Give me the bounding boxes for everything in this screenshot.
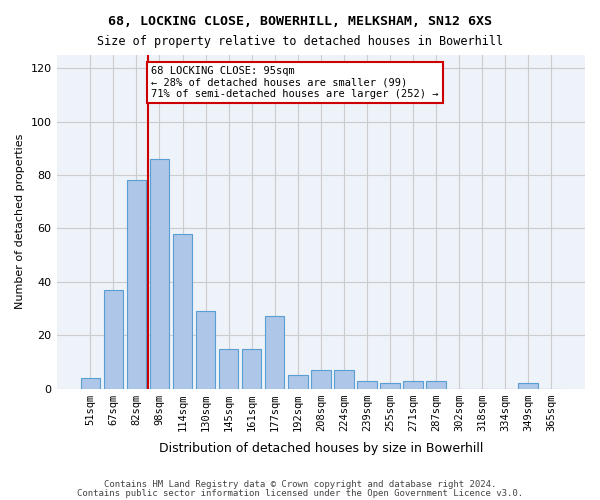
Bar xyxy=(219,348,238,389)
Bar xyxy=(80,378,100,388)
Bar xyxy=(288,375,308,388)
Text: Contains HM Land Registry data © Crown copyright and database right 2024.: Contains HM Land Registry data © Crown c… xyxy=(104,480,496,489)
Bar xyxy=(380,383,400,388)
Bar xyxy=(149,159,169,388)
Bar xyxy=(311,370,331,388)
Bar xyxy=(196,311,215,388)
Text: 68 LOCKING CLOSE: 95sqm
← 28% of detached houses are smaller (99)
71% of semi-de: 68 LOCKING CLOSE: 95sqm ← 28% of detache… xyxy=(151,66,439,99)
Bar xyxy=(518,383,538,388)
Text: Contains public sector information licensed under the Open Government Licence v3: Contains public sector information licen… xyxy=(77,488,523,498)
Text: 68, LOCKING CLOSE, BOWERHILL, MELKSHAM, SN12 6XS: 68, LOCKING CLOSE, BOWERHILL, MELKSHAM, … xyxy=(108,15,492,28)
X-axis label: Distribution of detached houses by size in Bowerhill: Distribution of detached houses by size … xyxy=(158,442,483,455)
Bar xyxy=(403,380,423,388)
Bar xyxy=(426,380,446,388)
Y-axis label: Number of detached properties: Number of detached properties xyxy=(15,134,25,310)
Text: Size of property relative to detached houses in Bowerhill: Size of property relative to detached ho… xyxy=(97,35,503,48)
Bar xyxy=(265,316,284,388)
Bar xyxy=(104,290,123,388)
Bar xyxy=(127,180,146,388)
Bar xyxy=(334,370,353,388)
Bar xyxy=(357,380,377,388)
Bar xyxy=(242,348,262,389)
Bar xyxy=(173,234,193,388)
